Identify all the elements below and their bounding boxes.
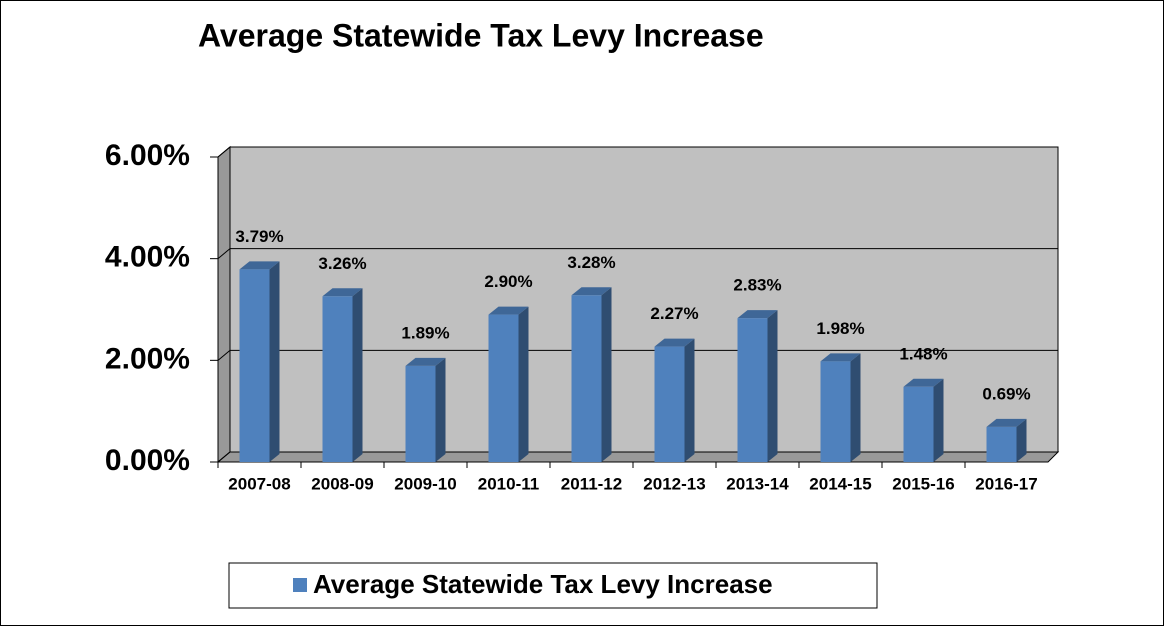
bar-side — [269, 261, 280, 462]
x-tick-label: 2014-15 — [809, 474, 871, 493]
bar-top — [986, 418, 1027, 427]
value-label: 3.28% — [567, 253, 615, 272]
bar-top — [405, 357, 446, 366]
bar-side — [1016, 418, 1027, 462]
grid-line — [217, 451, 1058, 463]
x-tick-label: 2016-17 — [975, 474, 1037, 493]
legend — [228, 562, 878, 609]
bar-side — [601, 287, 612, 462]
legend-marker — [293, 578, 307, 592]
y-tick-label: 4.00% — [105, 241, 190, 274]
x-tick-label: 2010-11 — [478, 474, 539, 493]
value-label: 3.26% — [318, 254, 366, 273]
value-label: 2.27% — [650, 304, 698, 323]
bar-top — [239, 261, 280, 270]
x-tick-label: 2013-14 — [726, 474, 789, 493]
bar-top — [488, 306, 529, 315]
x-tick-label: 2015-16 — [892, 474, 954, 493]
x-tick-label: 2009-10 — [394, 474, 456, 493]
value-label: 1.48% — [899, 344, 947, 363]
bar — [405, 365, 436, 462]
bar-top — [654, 338, 695, 347]
y-tick-label: 0.00% — [105, 444, 190, 477]
bar — [571, 295, 602, 462]
bar-top — [737, 310, 778, 319]
y-tick-label: 6.00% — [105, 139, 190, 172]
bar — [737, 318, 768, 462]
bar-side — [352, 288, 363, 462]
bar-side — [767, 310, 778, 462]
x-tick-label: 2012-13 — [643, 474, 705, 493]
chart-title: Average Statewide Tax Levy Increase — [198, 17, 764, 53]
y-tick-label: 2.00% — [105, 342, 190, 375]
legend-label: Average Statewide Tax Levy Increase — [313, 569, 773, 599]
grid-line — [217, 146, 1058, 158]
bar-side — [435, 357, 446, 462]
bar — [654, 346, 685, 462]
bar — [239, 269, 270, 462]
value-label: 0.69% — [982, 384, 1030, 403]
bar-top — [820, 353, 861, 362]
bar — [903, 386, 934, 462]
side-wall — [217, 145, 231, 464]
grid-line — [217, 248, 1058, 260]
value-label: 2.90% — [484, 272, 532, 291]
bar — [488, 314, 519, 462]
value-label: 1.89% — [401, 323, 449, 342]
bar-side — [850, 353, 861, 462]
bar-side — [684, 338, 695, 462]
value-label: 3.79% — [235, 227, 283, 246]
bar-top — [571, 287, 612, 296]
bar-top — [322, 288, 363, 297]
bar — [986, 426, 1017, 462]
x-tick-label: 2011-12 — [561, 474, 622, 493]
x-tick-label: 2007-08 — [228, 474, 290, 493]
grid-line — [217, 349, 1058, 361]
value-label: 1.98% — [816, 319, 864, 338]
bar-side — [518, 306, 529, 462]
bar-side — [933, 378, 944, 462]
bar-top — [903, 378, 944, 387]
x-tick-label: 2008-09 — [311, 474, 373, 493]
bar — [820, 361, 851, 462]
bar — [322, 296, 353, 462]
value-label: 2.83% — [733, 276, 781, 295]
